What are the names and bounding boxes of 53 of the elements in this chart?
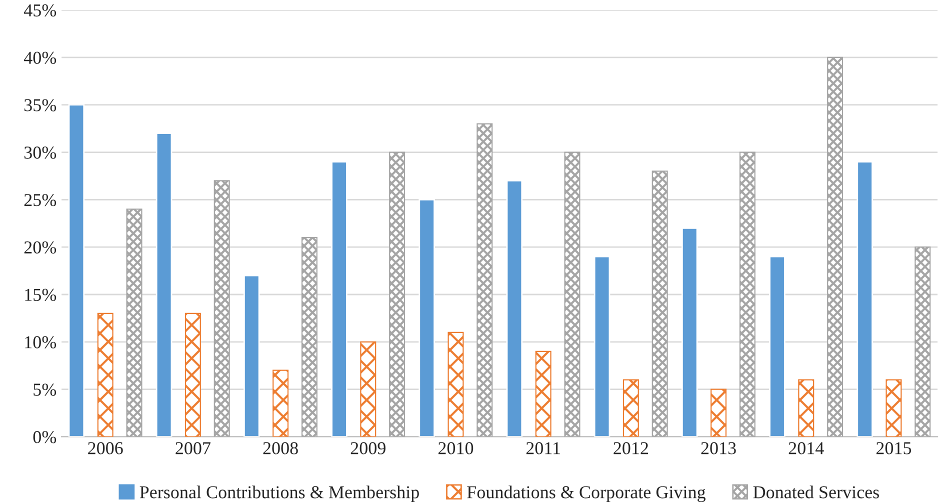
bar [448,332,464,437]
y-tick-label: 40% [24,52,56,64]
bar [856,161,873,437]
bar [476,123,493,437]
bar [827,56,844,437]
bar [535,350,552,437]
y-tick-label: 0% [33,430,56,444]
y-tick-label: 25% [24,194,56,206]
bar [272,370,289,437]
x-tick-label: 2014 [788,442,824,454]
x-tick-label: 2008 [263,442,298,454]
y-tick-label: 5% [34,384,56,396]
bar [156,132,172,437]
bar [360,341,376,437]
bar [594,256,610,437]
bar [389,152,406,437]
bar [418,198,435,437]
x-tick-label: 2011 [526,442,560,454]
legend-label: Donated Services [753,486,879,498]
bar [97,312,114,437]
bar [184,312,201,437]
x-tick-label: 2006 [88,442,123,454]
x-tick-label: 2009 [350,442,386,454]
bar [214,180,230,437]
legend-label: Foundations & Corporate Giving [467,486,706,502]
x-tick-label: 2015 [876,442,912,454]
bar [798,379,814,437]
x-tick-label: 2010 [438,442,474,454]
legend-label: Personal Contributions & Membership [140,486,419,502]
bar [126,208,142,437]
y-tick-label: 10% [25,336,56,348]
x-tick-label: 2013 [701,442,736,454]
bar [244,274,260,437]
x-tick-label: 2012 [614,442,648,454]
y-tick-label: 35% [24,99,56,112]
y-tick-label: 30% [24,146,56,159]
bar [681,227,698,437]
y-tick-label: 15% [25,288,56,302]
bar [506,180,523,437]
y-tick-label: 20% [24,241,56,254]
bar [652,170,668,437]
bar [68,104,85,437]
bar [886,379,902,437]
bar [622,379,639,437]
x-tick-label: 2007 [176,442,210,454]
bar [331,161,348,437]
bar [301,237,318,437]
bar [710,388,727,437]
bar [914,246,931,437]
bar [769,256,786,437]
y-tick-label: 45% [24,4,56,17]
bar [739,152,756,437]
bar [564,152,580,437]
